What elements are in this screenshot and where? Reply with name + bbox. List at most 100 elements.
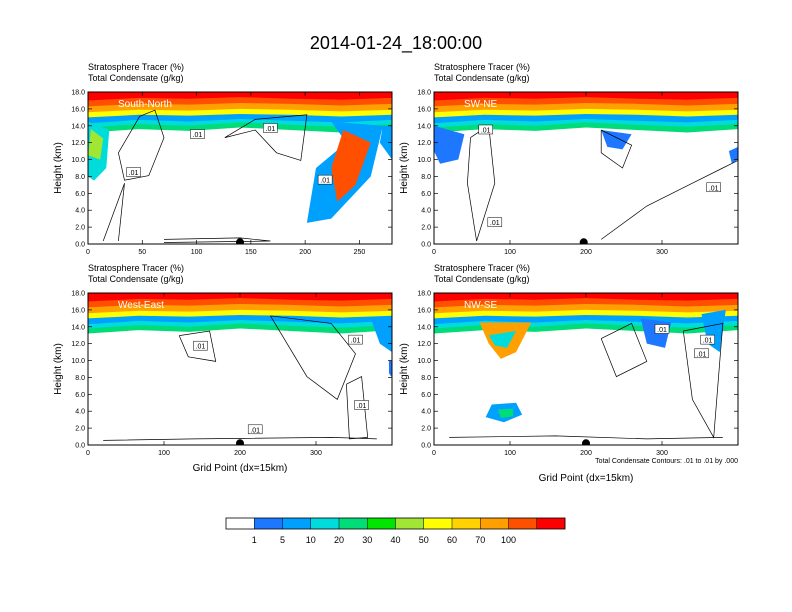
y-tick-label: 10.0 xyxy=(417,358,431,365)
y-tick-label: 2.0 xyxy=(75,225,85,232)
y-tick-label: 10.0 xyxy=(417,157,431,164)
y-tick-label: 14.0 xyxy=(417,324,431,331)
condensate-contour xyxy=(346,376,369,440)
header-tracer: Stratosphere Tracer (%) xyxy=(434,62,530,72)
panel-south-north: .01 .01 .01 .01 South-North Stratosphere Trac… xyxy=(53,62,393,256)
region-label: NW-SE xyxy=(464,300,497,311)
header-tracer: Stratosphere Tracer (%) xyxy=(88,62,184,72)
contour-label: .01 xyxy=(709,185,719,192)
plot-area: .01 .01 .01 .01 xyxy=(88,293,392,445)
x-tick-label: 150 xyxy=(245,249,257,256)
y-tick-label: 18.0 xyxy=(71,291,85,298)
tracer-intrusion xyxy=(488,331,517,348)
contour-label: .01 xyxy=(266,126,276,133)
x-axis-label: Grid Point (dx=15km) xyxy=(539,473,634,484)
colorbar-swatch xyxy=(536,518,566,529)
condensate-contour xyxy=(270,315,356,400)
header-condensate: Total Condensate (g/kg) xyxy=(434,274,530,284)
contour-label: .01 xyxy=(357,403,367,410)
colorbar-label: 1 xyxy=(252,535,257,545)
condensate-contour xyxy=(102,183,125,242)
contour-label-box xyxy=(317,174,333,185)
contour-label-box xyxy=(126,167,141,177)
x-tick-label: 0 xyxy=(432,450,436,457)
contour-label-box xyxy=(654,324,670,334)
y-axis-label: Height (km) xyxy=(53,343,64,395)
contour-note: Total Condensate Contours: .01 to .01 by… xyxy=(595,458,738,465)
location-marker xyxy=(236,238,244,244)
y-tick-label: 0.0 xyxy=(75,443,85,450)
location-marker xyxy=(579,238,588,244)
panel-sw-ne: .01 .01 .01 SW-NE Stratosphere Tracer (%)Tot… xyxy=(399,62,739,256)
condensate-contour xyxy=(600,129,633,169)
header-condensate: Total Condensate (g/kg) xyxy=(434,73,530,83)
y-tick-label: 8.0 xyxy=(421,375,431,382)
colorbar-label: 20 xyxy=(334,535,344,545)
y-tick-label: 8.0 xyxy=(75,174,85,181)
contour-label: .01 xyxy=(490,220,500,227)
region-label: West-East xyxy=(118,300,164,311)
contour-label-box xyxy=(348,334,363,345)
y-tick-label: 2.0 xyxy=(421,426,431,433)
y-tick-label: 12.0 xyxy=(417,140,431,147)
x-tick-label: 250 xyxy=(354,249,366,256)
tracer-intrusion xyxy=(434,125,465,164)
y-tick-label: 0.0 xyxy=(75,242,85,249)
header-tracer: Stratosphere Tracer (%) xyxy=(88,263,184,273)
colorbar-label: 10 xyxy=(306,535,316,545)
colorbar-label: 30 xyxy=(362,535,372,545)
condensate-contour xyxy=(178,330,217,362)
x-tick-label: 300 xyxy=(656,249,668,256)
y-tick-label: 18.0 xyxy=(71,90,85,97)
y-tick-label: 4.0 xyxy=(75,409,85,416)
header-tracer: Stratosphere Tracer (%) xyxy=(434,263,530,273)
colorbar-swatch xyxy=(226,518,255,529)
x-tick-label: 200 xyxy=(234,450,246,457)
tracer-intrusion xyxy=(331,130,371,202)
x-tick-label: 100 xyxy=(158,450,170,457)
y-tick-label: 4.0 xyxy=(75,208,85,215)
contour-label: .01 xyxy=(196,344,206,351)
colorbar-swatch xyxy=(423,518,453,529)
contour-label-box xyxy=(694,348,709,359)
y-tick-label: 16.0 xyxy=(417,307,431,314)
y-tick-label: 12.0 xyxy=(71,341,85,348)
contour-label-box xyxy=(247,424,263,435)
x-tick-label: 100 xyxy=(191,249,203,256)
y-tick-label: 16.0 xyxy=(417,106,431,113)
y-tick-label: 8.0 xyxy=(421,174,431,181)
x-tick-label: 100 xyxy=(504,450,516,457)
tracer-intrusion xyxy=(379,125,392,160)
contour-label-box xyxy=(487,217,503,227)
condensate-contour xyxy=(103,437,377,441)
plot-area: .01 .01 .01 .01 xyxy=(88,92,392,244)
colorbar-label: 60 xyxy=(447,535,457,545)
y-tick-label: 14.0 xyxy=(417,123,431,130)
y-tick-label: 18.0 xyxy=(417,90,431,97)
y-tick-label: 6.0 xyxy=(421,392,431,399)
colorbar-label: 100 xyxy=(501,535,516,545)
x-tick-label: 0 xyxy=(86,450,90,457)
x-tick-label: 200 xyxy=(580,450,592,457)
colorbar: 1 5 10 20 30 40 50 60 70 100 xyxy=(225,517,566,545)
contour-label: .01 xyxy=(657,327,667,334)
condensate-contour xyxy=(600,160,738,240)
y-tick-label: 10.0 xyxy=(71,157,85,164)
colorbar-swatch xyxy=(452,518,481,529)
contour-label-box xyxy=(263,123,278,133)
contour-label: .01 xyxy=(697,351,707,358)
colorbar-swatch xyxy=(310,518,340,529)
y-tick-label: 10.0 xyxy=(71,358,85,365)
y-tick-label: 16.0 xyxy=(71,106,85,113)
y-tick-label: 6.0 xyxy=(75,191,85,198)
y-tick-label: 4.0 xyxy=(421,208,431,215)
contour-label-box xyxy=(354,400,369,410)
y-tick-label: 6.0 xyxy=(75,392,85,399)
y-axis-label: Height (km) xyxy=(399,142,410,194)
y-tick-label: 14.0 xyxy=(71,324,85,331)
contour-label: .01 xyxy=(481,128,491,135)
colorbar-label: 40 xyxy=(390,535,400,545)
contour-label-box xyxy=(193,340,208,351)
panel-west-east: .01 .01 .01 .01 West-East Stratosphere Tracer… xyxy=(53,263,393,474)
